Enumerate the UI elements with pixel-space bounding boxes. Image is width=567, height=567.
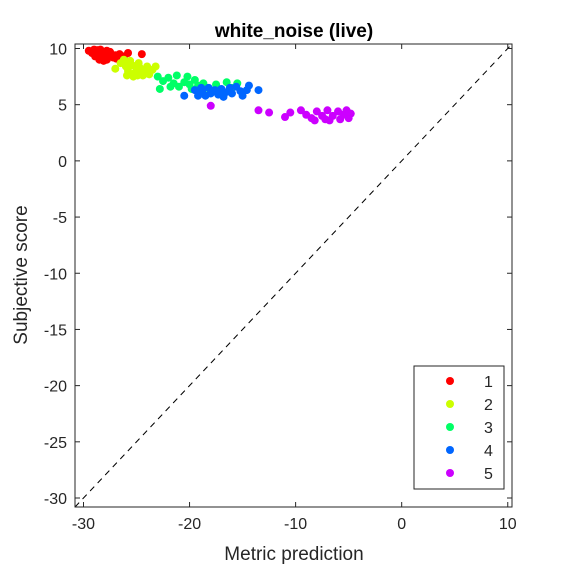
data-point-series-4 xyxy=(238,91,247,100)
data-point-series-3 xyxy=(174,82,183,91)
legend-box xyxy=(413,365,505,490)
legend-marker-4 xyxy=(446,446,454,454)
data-point-series-3 xyxy=(172,71,181,80)
data-point-series-1 xyxy=(137,50,146,59)
data-point-series-2 xyxy=(135,63,144,72)
legend-marker-3 xyxy=(446,423,454,431)
y-tick-label: -30 xyxy=(44,491,67,508)
x-tick-label: -30 xyxy=(72,516,95,533)
axis-ticks: -30 -20 -10 0 10 10 5 0 -5 -10 -15 -20 -25 -30 xyxy=(44,41,517,533)
y-tick-label: 10 xyxy=(49,41,67,58)
data-point-series-3 xyxy=(183,72,192,81)
y-axis-label: Subjective score xyxy=(11,205,32,344)
data-point-series-5 xyxy=(254,106,263,115)
plot-frame xyxy=(74,43,513,508)
data-point-series-3 xyxy=(153,72,162,81)
data-point-series-5 xyxy=(265,108,274,117)
x-axis-label: Metric prediction xyxy=(224,544,363,565)
data-point-series-2 xyxy=(122,71,131,80)
data-point-series-4 xyxy=(244,81,253,90)
legend-marker-2 xyxy=(446,400,454,408)
y-tick-label: -5 xyxy=(53,210,67,227)
data-point-series-3 xyxy=(166,82,175,91)
data-point-series-5 xyxy=(281,113,290,122)
legend-label-4: 4 xyxy=(484,443,493,460)
legend-label-5: 5 xyxy=(484,466,493,483)
data-point-series-2 xyxy=(151,62,160,71)
data-point-series-1 xyxy=(101,53,110,62)
data-point-series-1 xyxy=(124,48,133,57)
identity-reference-line xyxy=(74,43,513,508)
y-tick-label: -10 xyxy=(44,266,67,283)
data-point-series-4 xyxy=(197,83,206,92)
x-tick-label: 0 xyxy=(397,516,406,533)
data-point-series-5 xyxy=(312,107,321,116)
data-point-series-3 xyxy=(164,73,173,82)
data-points xyxy=(84,45,355,125)
data-point-series-5 xyxy=(286,108,295,117)
data-point-series-3 xyxy=(155,84,164,93)
data-point-series-2 xyxy=(119,55,128,64)
data-point-series-4 xyxy=(227,89,236,98)
legend: 1 2 3 4 5 xyxy=(413,365,505,490)
data-point-series-1 xyxy=(93,46,102,55)
data-point-series-5 xyxy=(346,109,355,118)
data-point-series-4 xyxy=(180,91,189,100)
data-point-series-5 xyxy=(310,116,319,125)
y-tick-label: -15 xyxy=(44,322,67,339)
data-point-series-5 xyxy=(206,101,215,110)
axes-frame xyxy=(74,43,513,508)
data-point-series-5 xyxy=(296,106,305,115)
data-point-series-4 xyxy=(219,92,228,101)
data-point-series-5 xyxy=(323,106,332,115)
legend-marker-5 xyxy=(446,469,454,477)
x-tick-label: -20 xyxy=(178,516,201,533)
identity-line xyxy=(74,43,513,508)
data-point-series-4 xyxy=(254,86,263,95)
legend-marker-1 xyxy=(446,377,454,385)
data-point-series-5 xyxy=(325,116,334,125)
y-tick-label: -25 xyxy=(44,435,67,452)
data-point-series-2 xyxy=(125,60,134,69)
y-tick-label: 0 xyxy=(58,154,67,171)
x-tick-label: -10 xyxy=(284,516,307,533)
legend-label-1: 1 xyxy=(484,374,493,391)
legend-label-3: 3 xyxy=(484,420,493,437)
x-tick-label: 10 xyxy=(499,516,517,533)
legend-label-2: 2 xyxy=(484,397,493,414)
y-tick-label: 5 xyxy=(58,98,67,115)
chart-title: white_noise (live) xyxy=(214,21,373,42)
data-point-series-2 xyxy=(111,64,120,73)
data-point-series-2 xyxy=(133,71,142,80)
y-tick-label: -20 xyxy=(44,379,67,396)
